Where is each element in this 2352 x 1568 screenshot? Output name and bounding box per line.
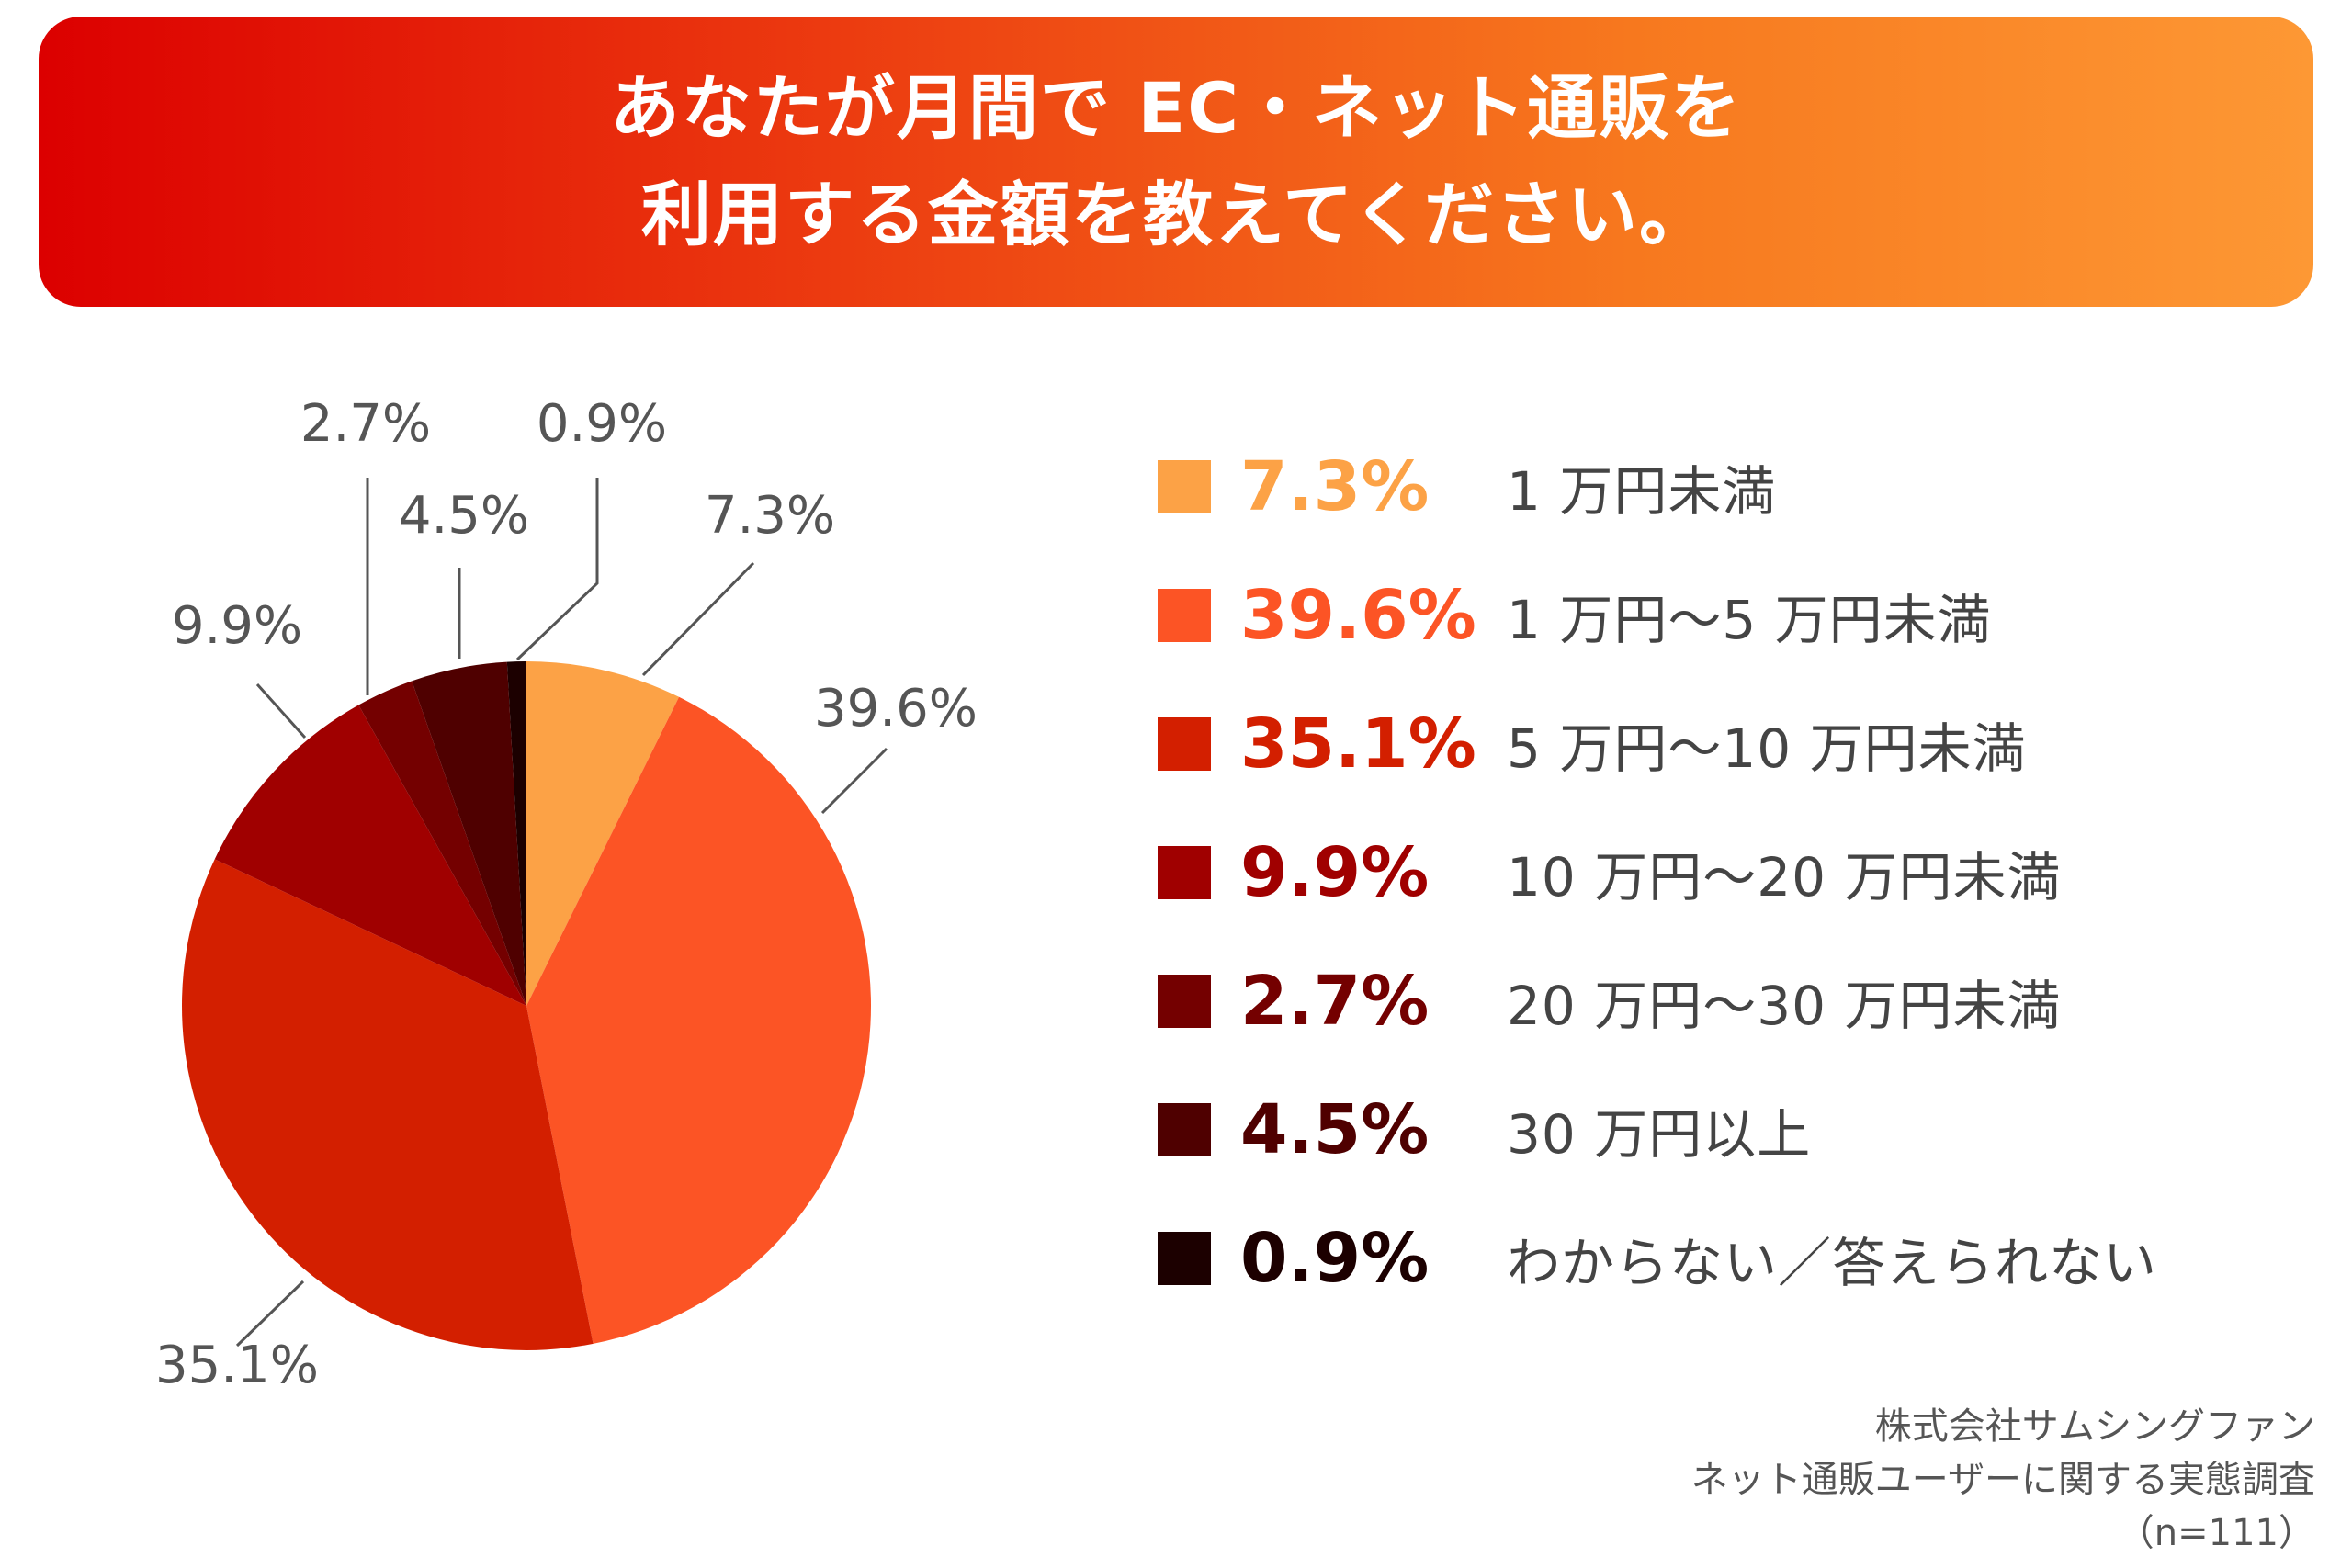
chart-title-line-2: 利用する金額を教えてください。	[641, 174, 1711, 255]
data-label: 0.9%	[537, 394, 667, 454]
legend-label: 1 万円〜5 万円未満	[1507, 589, 1992, 651]
slice-50k-100k	[182, 859, 594, 1350]
legend-item-10k-50k: 39.6% 1 万円〜5 万円未満	[1158, 560, 2260, 671]
source-company: 株式会社サムシングファン	[1874, 1405, 2315, 1448]
leader-line	[255, 682, 307, 739]
legend-percent: 9.9%	[1240, 833, 1430, 912]
legend-swatch	[1158, 1232, 1211, 1285]
legend-label: わからない／答えられない	[1507, 1232, 2158, 1294]
slice-over-300k	[412, 661, 526, 1006]
legend-percent: 0.9%	[1240, 1219, 1430, 1298]
legend-label: 10 万円〜20 万円未満	[1507, 846, 2062, 908]
legend-swatch	[1158, 717, 1211, 771]
data-label: 7.3%	[705, 486, 835, 546]
legend-swatch	[1158, 846, 1211, 899]
legend-swatch	[1158, 1103, 1211, 1156]
legend-label: 20 万円〜30 万円未満	[1507, 975, 2062, 1037]
data-label: 9.9%	[172, 596, 302, 656]
legend-item-unknown: 0.9% わからない／答えられない	[1158, 1203, 2260, 1314]
legend-percent: 4.5%	[1240, 1090, 1430, 1169]
legend-item-200k-300k: 2.7% 20 万円〜30 万円未満	[1158, 946, 2260, 1056]
slice-10k-50k	[526, 696, 871, 1344]
legend-label: 30 万円以上	[1507, 1103, 1812, 1166]
data-label: 39.6%	[814, 679, 978, 739]
source-note: 株式会社サムシングファン ネット通販ユーザーに関する実態調査 （n=111）	[1691, 1400, 2315, 1560]
source-sample-size: （n=111）	[2117, 1512, 2315, 1554]
legend-item-under-10k: 7.3% 1 万円未満	[1158, 432, 2260, 542]
data-label: 2.7%	[300, 394, 431, 454]
data-label: 4.5%	[399, 486, 529, 546]
title-banner: あなたが月間で EC・ネット通販を 利用する金額を教えてください。	[39, 17, 2313, 307]
legend-swatch	[1158, 589, 1211, 642]
legend-item-100k-200k: 9.9% 10 万円〜20 万円未満	[1158, 818, 2260, 928]
leader-line	[515, 478, 599, 661]
leader-line	[235, 1280, 305, 1348]
legend-percent: 39.6%	[1240, 576, 1476, 655]
chart-title-line-1: あなたが月間で EC・ネット通販を	[609, 67, 1743, 149]
slice-unknown	[506, 661, 526, 1006]
leader-line	[641, 561, 755, 677]
leader-line	[820, 747, 888, 815]
legend-swatch	[1158, 975, 1211, 1028]
source-survey: ネット通販ユーザーに関する実態調査	[1690, 1459, 2315, 1501]
legend-item-over-300k: 4.5% 30 万円以上	[1158, 1075, 2260, 1185]
legend-percent: 7.3%	[1240, 447, 1430, 526]
slice-200k-300k	[358, 681, 526, 1006]
legend-label: 5 万円〜10 万円未満	[1507, 717, 2027, 780]
legend-item-50k-100k: 35.1% 5 万円〜10 万円未満	[1158, 689, 2260, 799]
legend-swatch	[1158, 460, 1211, 513]
legend-label: 1 万円未満	[1507, 460, 1777, 523]
data-label: 35.1%	[155, 1336, 319, 1395]
slice-100k-200k	[214, 705, 526, 1006]
legend-percent: 35.1%	[1240, 705, 1476, 784]
slice-under-10k	[526, 661, 680, 1006]
legend-percent: 2.7%	[1240, 962, 1430, 1041]
